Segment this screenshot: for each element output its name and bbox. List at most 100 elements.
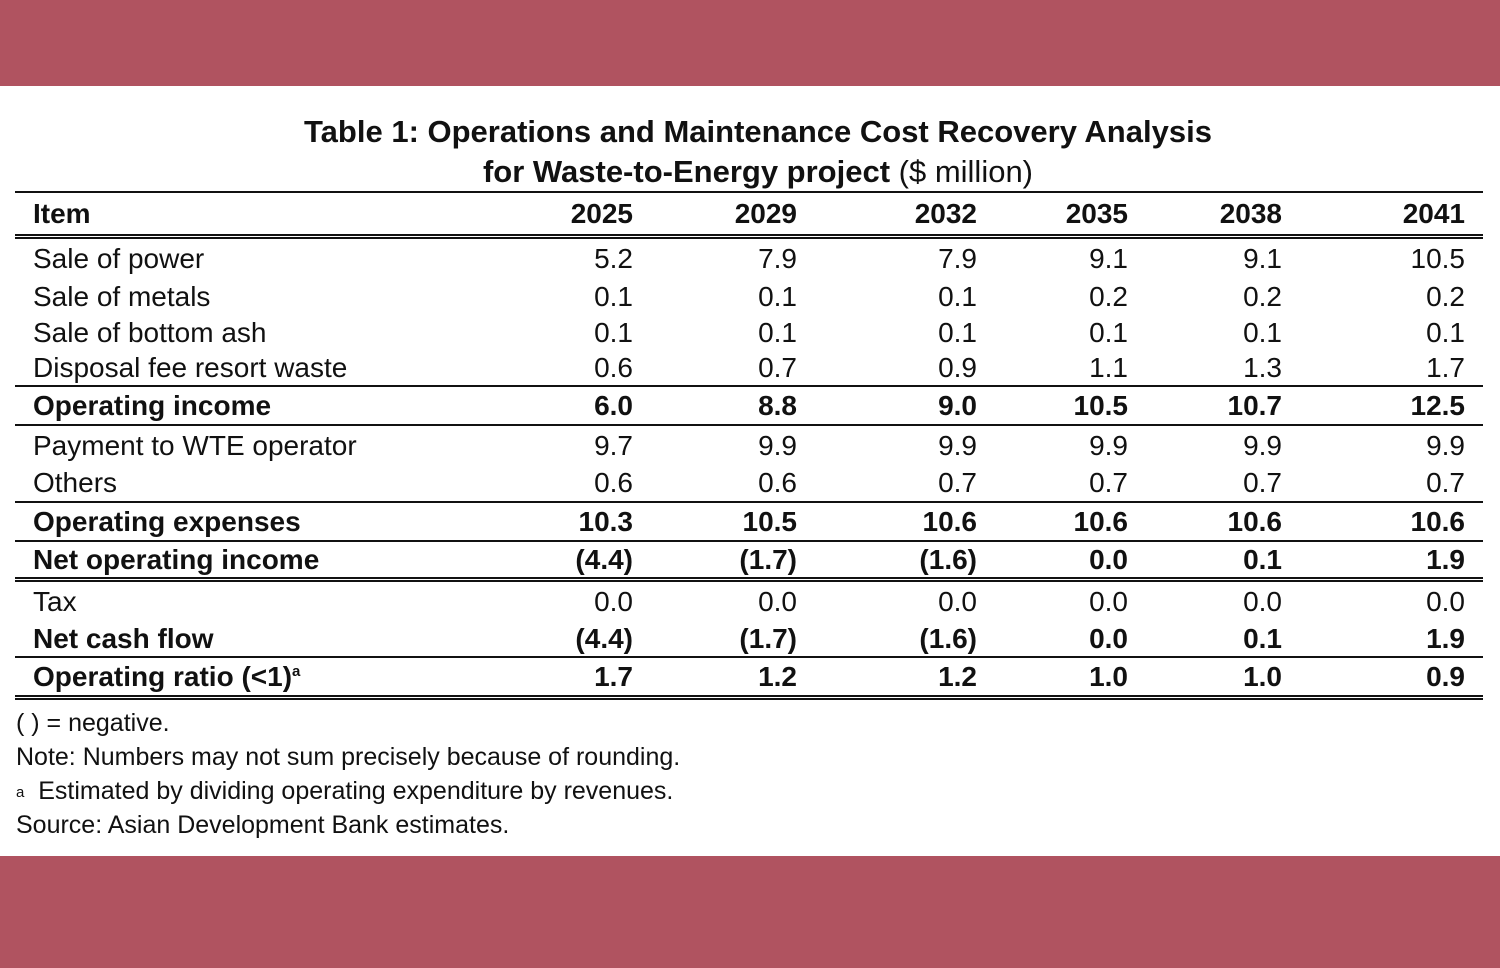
table-cell: 0.7 [1089, 467, 1128, 498]
row-label-text: Net cash flow [33, 623, 214, 654]
table-cell: 0.1 [1089, 317, 1128, 348]
table-row: Sale of bottom ash 0.1 0.1 0.1 0.1 0.1 0.1 [15, 315, 1483, 351]
table-cell: 10.6 [1073, 505, 1129, 537]
table-row: Operating income 6.0 8.8 9.0 10.5 10.7 12.5 [15, 387, 1483, 426]
column-header: 2041 [1402, 197, 1465, 229]
table-cell: 8.8 [758, 389, 797, 421]
table-cell: 0.1 [1243, 543, 1282, 575]
table-cell: (1.6) [919, 543, 977, 575]
row-label-text: Operating income [33, 389, 272, 421]
column-header: Item [33, 197, 91, 229]
table-cell: 1.9 [1426, 623, 1465, 654]
row-label-text: Tax [33, 586, 77, 617]
table-cell: 0.0 [1426, 586, 1465, 617]
table-cell: 0.1 [938, 280, 977, 312]
row-label: Net cash flow [15, 623, 480, 655]
table-cell: 0.0 [758, 586, 797, 617]
table-cell: (4.4) [575, 543, 633, 575]
table-cell: 0.1 [758, 317, 797, 348]
table-cell: 0.2 [1426, 280, 1465, 312]
table-row: Sale of power 5.2 7.9 7.9 9.1 9.1 10.5 [15, 239, 1483, 278]
table-title: Table 1: Operations and Maintenance Cost… [304, 114, 1212, 149]
table-cell: 10.5 [742, 505, 798, 537]
table-cell: 0.0 [1089, 543, 1128, 575]
table-row: Payment to WTE operator 9.7 9.9 9.9 9.9 9.9 9.… [15, 426, 1483, 465]
table-cell: 10.6 [1410, 505, 1466, 537]
table-cell: 9.0 [938, 389, 977, 421]
table-cell: (1.7) [739, 623, 797, 654]
table-cell: 9.9 [758, 429, 797, 461]
table-cell: 10.7 [1227, 389, 1283, 421]
table-cell: 0.7 [1243, 467, 1282, 498]
table-cell: 0.6 [594, 467, 633, 498]
table-cell: 10.5 [1410, 242, 1466, 274]
table-header-row: Item 2025 2029 2032 2035 2038 2041 [15, 193, 1483, 239]
table-cell: 0.2 [1089, 280, 1128, 312]
table-row: Operating ratio (<1)a 1.7 1.2 1.2 1.0 1.0 0.9 [15, 658, 1483, 700]
row-label: Others [15, 467, 480, 499]
table-cell: 0.9 [1426, 660, 1465, 692]
table-cell: 1.2 [758, 660, 797, 692]
table-cell: 0.1 [758, 280, 797, 312]
table-cell: 7.9 [938, 242, 977, 274]
document-page: Table 1: Operations and Maintenance Cost… [0, 86, 1500, 856]
table-cell: 12.5 [1410, 389, 1466, 421]
row-label: Operating expenses [15, 506, 480, 538]
row-label-text: Sale of metals [33, 280, 211, 312]
table-cell: 6.0 [594, 389, 633, 421]
table-cell: 1.0 [1089, 660, 1128, 692]
table-cell: 1.9 [1426, 543, 1465, 575]
table-cell: 10.3 [578, 505, 634, 537]
table-cell: 1.2 [938, 660, 977, 692]
table-cell: 0.1 [938, 317, 977, 348]
table-row: Net operating income (4.4) (1.7) (1.6) 0.0 0.… [15, 542, 1483, 582]
table-cell: 0.6 [594, 352, 633, 383]
table-cell: 0.9 [938, 352, 977, 383]
table-cell: 0.1 [1243, 623, 1282, 654]
row-label: Operating income [15, 390, 480, 422]
table-cell: 0.0 [1243, 586, 1282, 617]
row-label: Sale of power [15, 243, 480, 275]
footnote-text: Estimated by dividing operating expendit… [38, 777, 674, 805]
unit-label: ($ million) [898, 154, 1034, 189]
table-subtitle: for Waste-to-Energy project ($ million) [0, 154, 1500, 190]
table-cell: 1.7 [1426, 352, 1465, 383]
footnote-marker: a [16, 784, 25, 801]
row-label-text: Operating ratio (<1) [33, 660, 293, 692]
table-row: Others 0.6 0.6 0.7 0.7 0.7 0.7 [15, 465, 1483, 503]
table-cell: 1.0 [1243, 660, 1282, 692]
column-header: 2029 [734, 197, 797, 229]
footnote-marker: a [292, 662, 301, 680]
row-label-text: Payment to WTE operator [33, 429, 357, 461]
row-label-text: Others [33, 467, 118, 498]
table-cell: 10.6 [922, 505, 978, 537]
column-header: 2032 [914, 197, 977, 229]
footnote: Note: Numbers may not sum precisely beca… [16, 743, 681, 771]
subtitle-text: for Waste-to-Energy project [482, 154, 891, 189]
row-label: Sale of bottom ash [15, 317, 480, 349]
table-cell: 9.9 [1426, 429, 1465, 461]
table-row: Tax 0.0 0.0 0.0 0.0 0.0 0.0 [15, 582, 1483, 622]
footnote: Source: Asian Development Bank estimates… [16, 811, 510, 839]
table-cell: 0.0 [594, 586, 633, 617]
table-row: Sale of metals 0.1 0.1 0.1 0.2 0.2 0.2 [15, 278, 1483, 315]
table-cell: 0.2 [1243, 280, 1282, 312]
table-cell: 10.6 [1227, 505, 1283, 537]
table-cell: 7.9 [758, 242, 797, 274]
table-cell: 0.7 [938, 467, 977, 498]
table-cell: 9.9 [1089, 429, 1128, 461]
footnote: ( ) = negative. [16, 709, 170, 737]
footnote: a Estimated by dividing operating expend… [16, 774, 680, 808]
table-cell: 0.0 [938, 586, 977, 617]
table-cell: 0.7 [758, 352, 797, 383]
table-cell: 0.1 [594, 317, 633, 348]
table-cell: (1.6) [919, 623, 977, 654]
table-cell: 9.1 [1243, 242, 1282, 274]
table-cell: 9.1 [1089, 242, 1128, 274]
row-label: Tax [15, 586, 480, 618]
table-cell: 0.0 [1089, 623, 1128, 654]
table-cell: (4.4) [575, 623, 633, 654]
row-label-text: Sale of bottom ash [33, 317, 267, 348]
table-row: Operating expenses 10.3 10.5 10.6 10.6 10.6 10… [15, 503, 1483, 542]
table-cell: 5.2 [594, 242, 633, 274]
